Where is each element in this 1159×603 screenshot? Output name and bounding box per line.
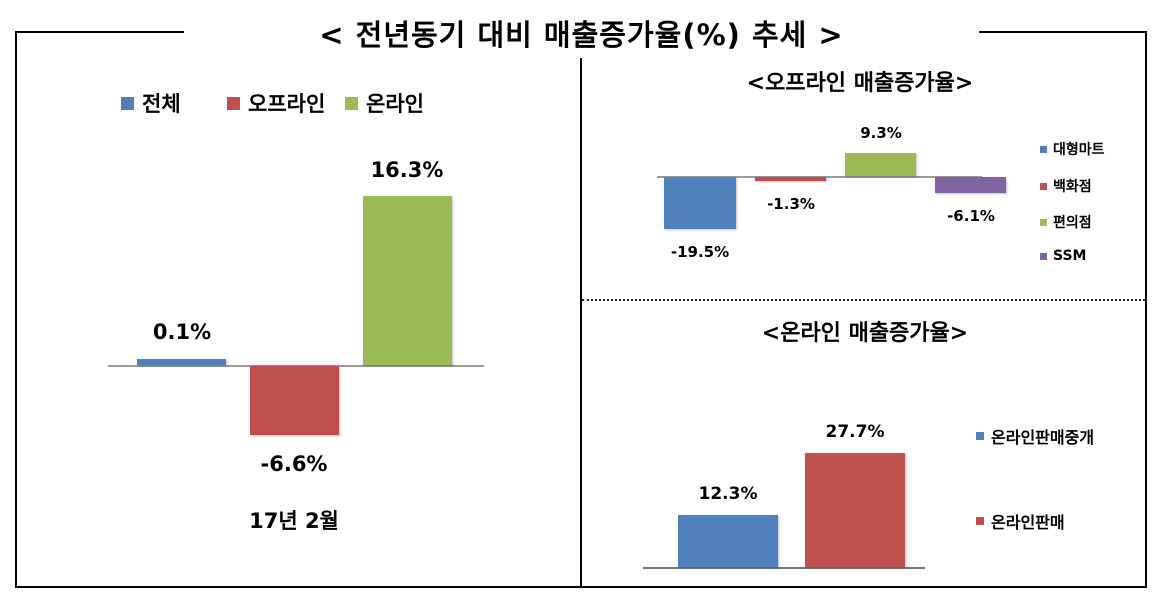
legend-item-online: 온라인: [345, 88, 424, 118]
value-label-ssm: -6.1%: [947, 207, 995, 225]
legend-label: 백화점: [1053, 179, 1092, 195]
legend-swatch-red-icon: [1040, 182, 1047, 190]
value-label-offline: -6.6%: [260, 452, 328, 476]
baseline-axis: [643, 567, 925, 569]
bar-ssm: [935, 177, 1006, 193]
legend-label: 오프라인: [248, 92, 326, 116]
legend-label: 온라인판매중개: [991, 428, 1095, 447]
legend-swatch-blue-icon: [976, 432, 984, 440]
legend-swatch-blue-icon: [121, 96, 134, 110]
value-label-convenience-store: 9.3%: [860, 124, 902, 142]
legend-swatch-green-icon: [1040, 218, 1047, 226]
legend-label: 온라인: [366, 92, 424, 116]
legend-label: 편의점: [1053, 215, 1092, 231]
offline-chart-title: <오프라인 매출증가율>: [746, 71, 974, 96]
bar-total: [137, 359, 226, 365]
legend-label: 전체: [142, 92, 181, 116]
frame-border-top-left: [15, 31, 184, 33]
bar-online-marketplace: [678, 515, 778, 567]
value-label-department-store: -1.3%: [767, 195, 815, 213]
frame-border-right: [1145, 31, 1147, 588]
vertical-divider: [580, 58, 582, 588]
main-title: < 전년동기 대비 매출증가율(%) 추세 >: [319, 18, 844, 52]
legend-swatch-purple-icon: [1040, 252, 1047, 260]
bar-hypermarket: [664, 177, 736, 229]
legend-item-online-retail: 온라인판매: [976, 509, 1065, 533]
bar-offline: [250, 366, 339, 435]
legend-item-department-store: 백화점: [1040, 176, 1092, 196]
legend-swatch-red-icon: [227, 96, 240, 110]
legend-item-online-marketplace: 온라인판매중개: [976, 424, 1094, 448]
dotted-divider: [582, 299, 1145, 301]
bar-online-retail: [805, 453, 905, 567]
legend-item-hypermarket: 대형마트: [1040, 139, 1105, 159]
value-label-total: 0.1%: [152, 320, 212, 344]
legend-label: 온라인판매: [991, 513, 1065, 532]
legend-label: 대형마트: [1053, 142, 1105, 158]
value-label-hypermarket: -19.5%: [670, 243, 730, 261]
legend-swatch-green-icon: [345, 96, 358, 110]
bar-department-store: [755, 177, 826, 181]
value-label-online: 16.3%: [370, 158, 444, 182]
legend-swatch-blue-icon: [1040, 145, 1047, 153]
value-label-online-marketplace: 12.3%: [698, 484, 758, 504]
legend-swatch-red-icon: [976, 517, 984, 525]
value-label-online-retail: 27.7%: [825, 422, 885, 442]
legend-item-offline: 오프라인: [227, 88, 325, 118]
bar-convenience-store: [845, 153, 916, 176]
online-chart-title: <온라인 매출증가율>: [761, 321, 969, 346]
bar-online: [363, 196, 452, 365]
category-label: 17년 2월: [249, 509, 339, 533]
frame-border-top-right: [979, 31, 1147, 33]
legend-item-convenience-store: 편의점: [1040, 212, 1092, 232]
frame-border-left: [15, 31, 17, 588]
legend-item-total: 전체: [121, 88, 181, 118]
legend-item-ssm: SSM: [1040, 248, 1086, 264]
legend-label: SSM: [1053, 248, 1087, 264]
